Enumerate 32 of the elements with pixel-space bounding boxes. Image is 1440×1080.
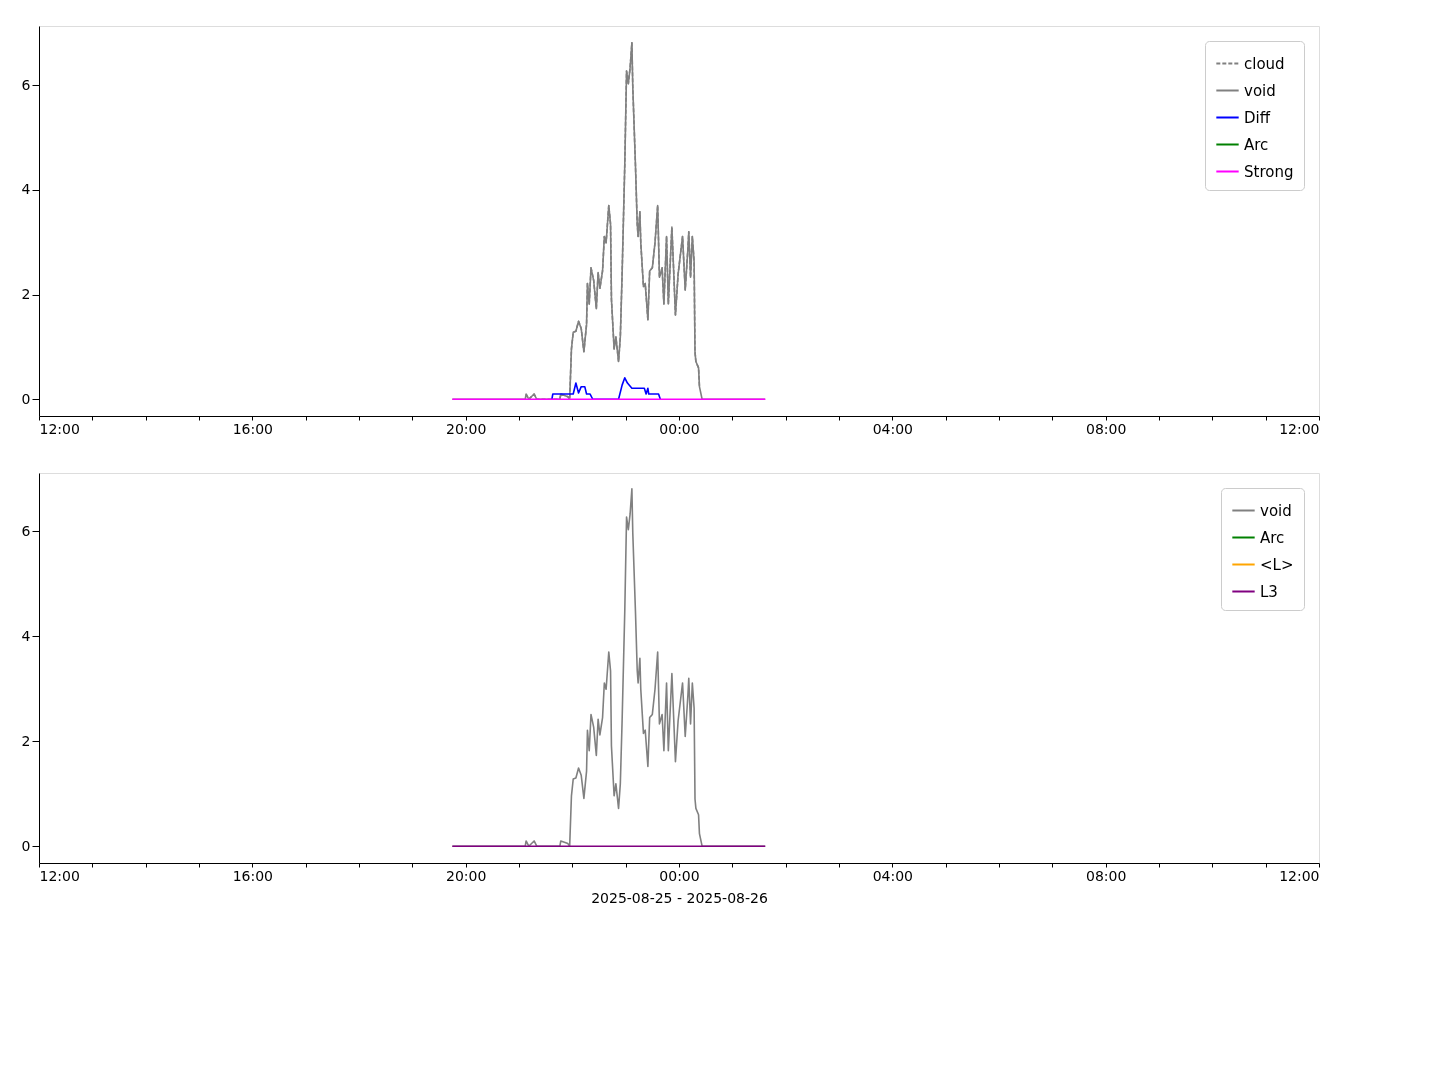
legend-label: cloud bbox=[1244, 54, 1285, 73]
x-tick-label: 00:00 bbox=[659, 867, 700, 884]
x-tick-label: 20:00 bbox=[445, 867, 487, 884]
x-tick-label: 12:00 bbox=[1279, 867, 1320, 884]
y-tick-label: 0 bbox=[21, 837, 31, 854]
x-axis-title: 2025-08-25 - 2025-08-26 bbox=[591, 889, 768, 906]
legend-label: void bbox=[1260, 501, 1292, 520]
y-tick-label: 0 bbox=[21, 390, 31, 407]
x-tick-label: 00:00 bbox=[659, 420, 700, 437]
x-tick-label: 12:00 bbox=[39, 420, 80, 437]
legend-label: L3 bbox=[1260, 582, 1278, 601]
legend-label: <L> bbox=[1260, 555, 1294, 574]
y-tick-label: 4 bbox=[21, 181, 31, 198]
legend-label: Diff bbox=[1244, 108, 1271, 127]
x-tick-label: 08:00 bbox=[1085, 867, 1127, 884]
legend-label: Strong bbox=[1244, 162, 1294, 181]
x-tick-label: 12:00 bbox=[1279, 420, 1320, 437]
x-tick-label: 04:00 bbox=[872, 867, 914, 884]
x-tick-label: 16:00 bbox=[232, 420, 274, 437]
x-tick-label: 20:00 bbox=[445, 420, 487, 437]
y-tick-label: 6 bbox=[21, 76, 31, 93]
x-tick-label: 04:00 bbox=[872, 420, 914, 437]
x-tick-label: 08:00 bbox=[1085, 420, 1127, 437]
legend-label: void bbox=[1244, 81, 1276, 100]
y-tick-label: 2 bbox=[21, 286, 31, 303]
legend-label: Arc bbox=[1244, 135, 1269, 154]
y-tick-label: 6 bbox=[21, 522, 31, 539]
x-tick-label: 12:00 bbox=[39, 867, 80, 884]
y-tick-label: 4 bbox=[21, 627, 31, 644]
x-tick-label: 16:00 bbox=[232, 867, 274, 884]
y-tick-label: 2 bbox=[21, 732, 31, 749]
legend-label: Arc bbox=[1260, 528, 1285, 547]
